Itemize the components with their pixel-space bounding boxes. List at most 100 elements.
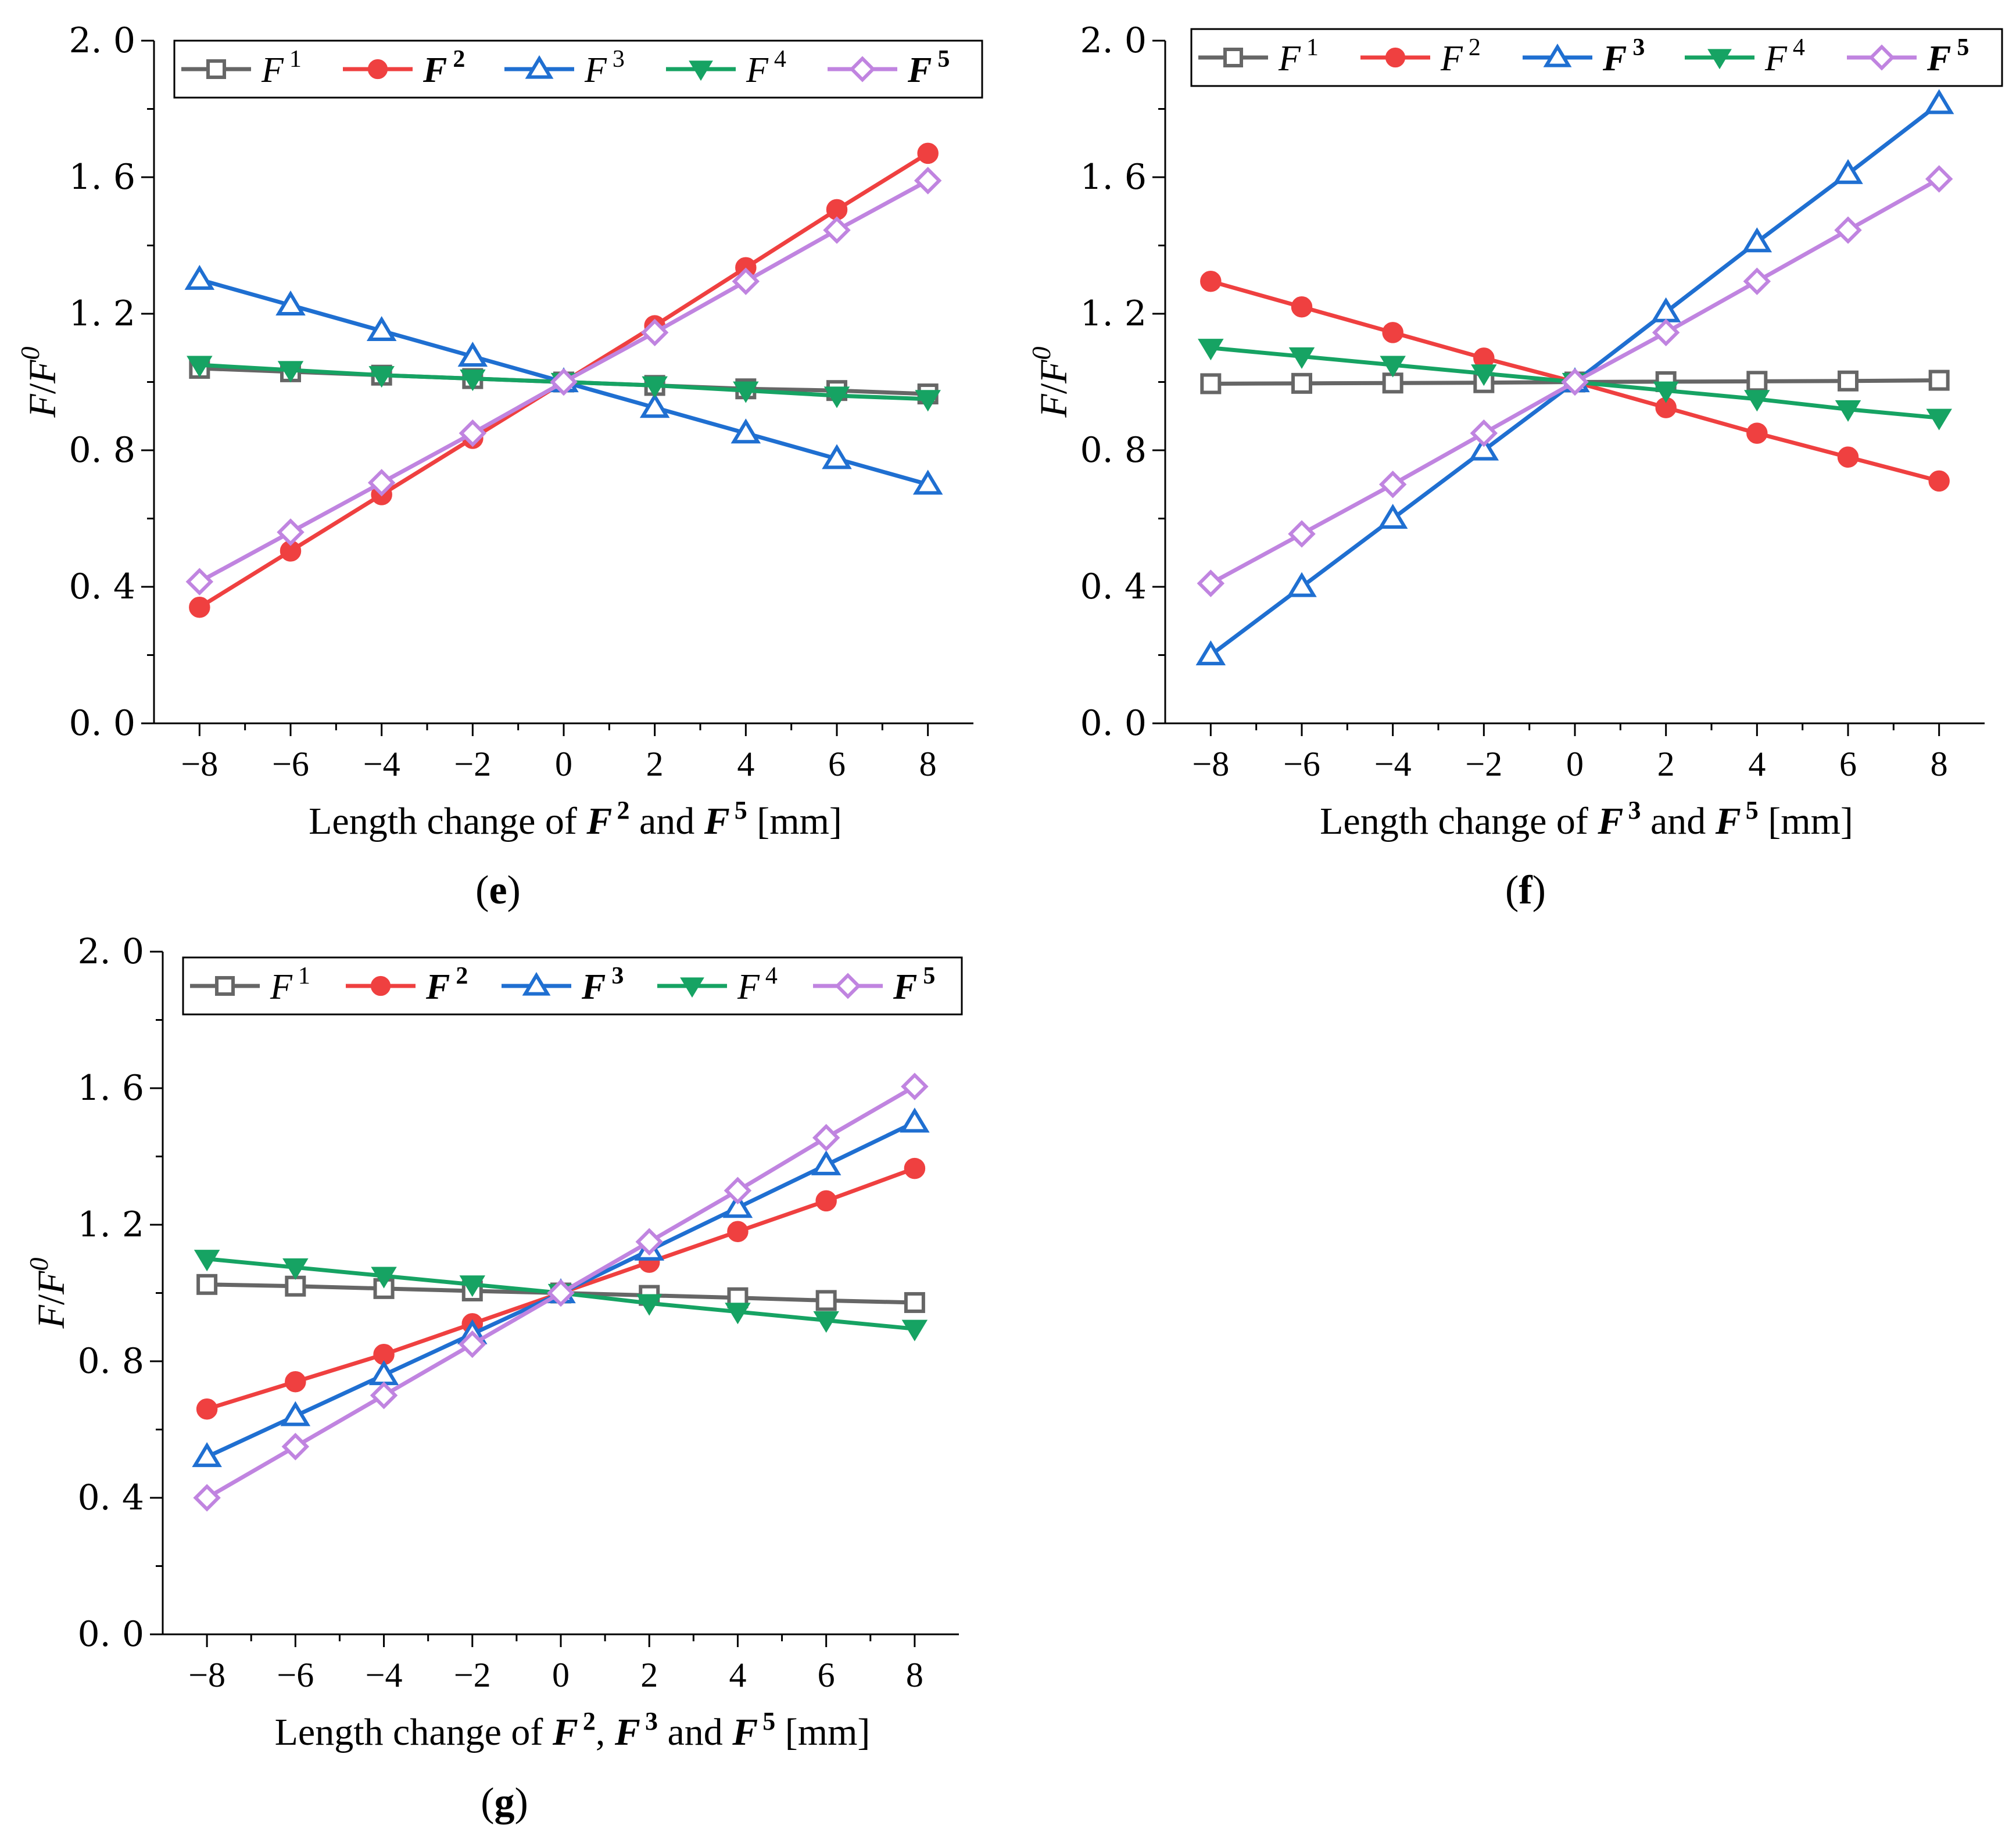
- x-label-sup: 2: [583, 1707, 596, 1735]
- diamond-marker: [914, 167, 942, 195]
- x-tick-label: 0: [555, 745, 572, 783]
- x-label-sup: 3: [645, 1707, 658, 1735]
- triangle-down-marker: [901, 1319, 928, 1342]
- x-tick-label: 2: [1657, 745, 1675, 783]
- circle-marker: [1385, 47, 1406, 68]
- x-tick-label: −8: [188, 1656, 225, 1694]
- triangle-down-marker: [823, 386, 850, 408]
- x-label-sup: 3: [1628, 796, 1641, 824]
- square-marker: [1223, 48, 1243, 67]
- y-label-var: F: [1033, 360, 1075, 384]
- square-marker: [285, 1275, 306, 1297]
- y-tick-label: 2. 0: [69, 20, 136, 61]
- x-tick-label: 2: [646, 745, 664, 783]
- panel-paren: (: [475, 868, 489, 913]
- square-marker: [196, 1274, 218, 1295]
- triangle-marker: [184, 264, 215, 290]
- triangle-marker: [639, 393, 670, 418]
- diamond-marker: [370, 1382, 398, 1409]
- y-label-slash: /: [30, 1294, 73, 1305]
- legend-sup: 5: [937, 46, 950, 73]
- y-tick-label: 0. 0: [78, 1614, 145, 1655]
- diamond-marker: [459, 1330, 486, 1358]
- x-label-sup: 2: [617, 796, 629, 824]
- x-axis-label: Length change of F2​ and F5​ [mm]: [309, 796, 842, 842]
- triangle-marker: [731, 418, 761, 444]
- legend-var: F: [422, 51, 447, 90]
- circle-marker: [370, 975, 391, 996]
- square-marker: [215, 976, 235, 996]
- triangle-down-marker: [689, 60, 713, 81]
- triangle-marker: [275, 290, 306, 315]
- x-tick-label: 0: [552, 1656, 570, 1694]
- triangle-marker: [525, 55, 554, 79]
- circle-marker: [917, 142, 939, 164]
- y-tick-label: 0. 8: [69, 430, 136, 471]
- diamond-marker: [1470, 419, 1498, 447]
- panel-paren: ): [507, 868, 521, 913]
- triangle-down-marker: [1835, 400, 1861, 422]
- panel-letter: f: [1519, 868, 1532, 913]
- y-axis-label: F/F0: [15, 347, 64, 418]
- legend-sup: 1: [298, 963, 310, 989]
- y-label-slash: /: [22, 383, 64, 394]
- x-label-var: F: [704, 800, 730, 842]
- diamond-marker: [1834, 216, 1862, 244]
- circle-marker: [1928, 470, 1950, 492]
- diamond-marker: [1868, 44, 1895, 71]
- x-tick-label: −6: [1283, 745, 1320, 783]
- circle-marker: [367, 59, 388, 80]
- square-marker: [815, 1290, 837, 1311]
- legend-sup: 3: [1632, 34, 1645, 61]
- diamond-marker: [1925, 165, 1953, 193]
- y-tick-label: 0. 8: [78, 1341, 145, 1382]
- triangle-marker: [1469, 435, 1499, 461]
- x-tick-label: −4: [1374, 745, 1412, 783]
- x-tick-label: −2: [454, 1656, 491, 1694]
- x-tick-label: 2: [640, 1656, 658, 1694]
- triangle-down-marker: [1471, 364, 1497, 386]
- diamond-marker: [459, 419, 487, 447]
- triangle-down-marker: [371, 1267, 397, 1289]
- triangle-down-marker: [725, 1303, 751, 1325]
- x-label-text: Length change of: [275, 1711, 553, 1753]
- diamond-marker: [823, 216, 851, 244]
- triangle-down-marker: [1653, 381, 1679, 403]
- legend-sup: 1: [289, 46, 302, 73]
- triangle-marker: [1742, 227, 1772, 253]
- x-label-text: [mm]: [775, 1711, 870, 1753]
- triangle-down-marker: [1198, 339, 1224, 361]
- x-label-text: Length change of: [1320, 800, 1598, 842]
- y-label-sup: 0: [1026, 347, 1056, 360]
- y-label-var: F: [22, 394, 64, 418]
- diamond-marker: [281, 1433, 310, 1461]
- legend-var: F: [1764, 39, 1788, 78]
- diamond-marker: [367, 469, 396, 497]
- x-tick-label: −8: [181, 745, 218, 783]
- y-label-sup: 0: [24, 1258, 53, 1271]
- triangle-down-marker: [1288, 347, 1315, 369]
- x-tick-label: 6: [828, 745, 846, 783]
- circle-marker: [815, 1190, 837, 1212]
- triangle-marker: [366, 316, 397, 341]
- y-tick-label: 2. 0: [1080, 20, 1147, 61]
- y-tick-label: 1. 2: [69, 293, 136, 334]
- diamond-marker: [1197, 569, 1225, 597]
- panel-letter: e: [489, 868, 507, 913]
- diamond-marker: [732, 267, 760, 295]
- x-label-var: F: [1715, 800, 1741, 842]
- x-label-sup: 5: [735, 796, 747, 824]
- x-label-text: Length change of: [309, 800, 586, 842]
- panel-label: (g): [481, 1780, 528, 1825]
- y-tick-label: 0. 4: [69, 566, 136, 607]
